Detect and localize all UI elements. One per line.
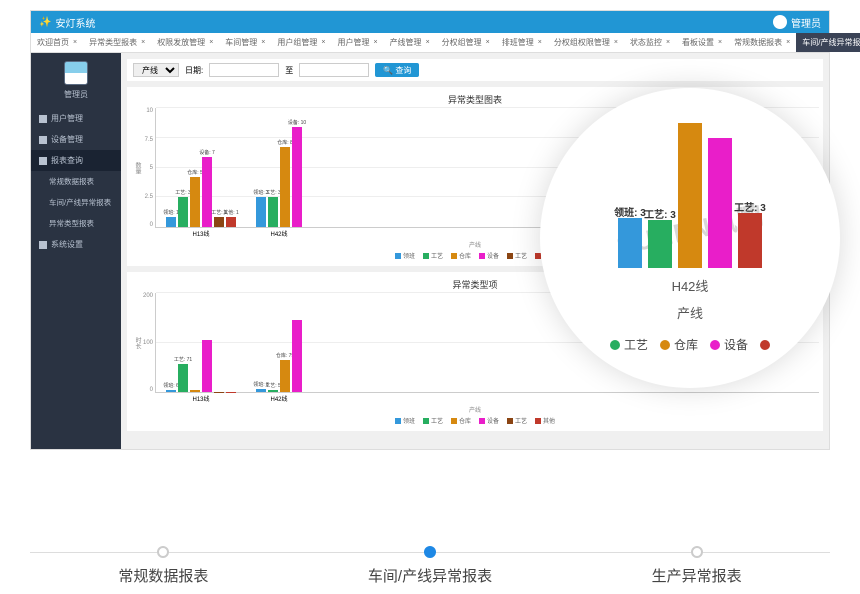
step-label-0: 常规数据报表 xyxy=(30,565,297,586)
bar xyxy=(202,340,212,392)
bar: 工艺: 71 xyxy=(178,364,188,392)
type-select[interactable]: 产线 xyxy=(133,63,179,77)
step-dot-0[interactable] xyxy=(157,546,169,558)
bar: 工艺: 1 xyxy=(214,217,224,227)
bar xyxy=(190,390,200,392)
period-label: 日期: xyxy=(185,65,203,76)
filter-bar: 产线 日期: 至 🔍 查询 xyxy=(127,59,823,81)
bar: 仓库: 79 xyxy=(280,360,290,392)
bar xyxy=(292,320,302,392)
tab-11[interactable]: 看板设置 × xyxy=(676,33,728,52)
sidebar-item-0[interactable]: 用户管理 xyxy=(31,108,121,129)
bar: 领班: 3 xyxy=(256,197,266,227)
avatar-icon xyxy=(773,15,787,29)
username: 管理员 xyxy=(791,15,821,30)
magnifier-overlay: SUNPN讯鹏 领班: 3工艺: 3工艺: 3 H42线 产线 工艺仓库设备 xyxy=(540,88,840,388)
bar: 领班: 8 xyxy=(256,389,266,392)
mag-bar xyxy=(678,123,702,268)
tab-4[interactable]: 用户组管理 × xyxy=(271,33,331,52)
profile-name: 管理员 xyxy=(39,89,113,100)
bar: 工艺: 3 xyxy=(268,197,278,227)
sidebar-item-1[interactable]: 设备管理 xyxy=(31,129,121,150)
menu-icon xyxy=(39,136,47,144)
bar: 设备: 10 xyxy=(292,127,302,227)
tab-12[interactable]: 常规数据报表 × xyxy=(728,33,796,52)
tab-0[interactable]: 欢迎首页 × xyxy=(31,33,83,52)
mag-bar xyxy=(708,138,732,268)
sidebar-item-5[interactable]: 异常类型报表 xyxy=(31,213,121,234)
query-button[interactable]: 🔍 查询 xyxy=(375,63,419,77)
profile-box: 管理员 xyxy=(31,53,121,108)
mag-xlabel2: 产线 xyxy=(560,303,820,322)
menu-icon xyxy=(39,115,47,123)
bar: 设备: 7 xyxy=(202,157,212,227)
step-label-1: 车间/产线异常报表 xyxy=(297,565,564,586)
bar: 其他: 1 xyxy=(226,217,236,227)
mag-bar: 工艺: 3 xyxy=(648,220,672,268)
tab-1[interactable]: 异常类型报表 × xyxy=(83,33,151,52)
tab-5[interactable]: 用户管理 × xyxy=(331,33,383,52)
tab-2[interactable]: 权限发放管理 × xyxy=(151,33,219,52)
tab-6[interactable]: 产线管理 × xyxy=(384,33,436,52)
tab-9[interactable]: 分权组权限管理 × xyxy=(548,33,624,52)
bar: 领班: 1 xyxy=(166,217,176,227)
titlebar: ✨安灯系统 管理员 xyxy=(31,11,829,33)
sidebar-item-6[interactable]: 系统设置 xyxy=(31,234,121,255)
tab-3[interactable]: 车间管理 × xyxy=(219,33,271,52)
step-dot-1[interactable] xyxy=(424,546,436,558)
bar: 工艺: 3 xyxy=(178,197,188,227)
bar: 仓库: 5 xyxy=(190,177,200,227)
date-to-input[interactable] xyxy=(299,63,369,77)
tab-10[interactable]: 状态监控 × xyxy=(624,33,676,52)
menu-icon xyxy=(39,157,47,165)
sidebar-item-2[interactable]: 报表查询 xyxy=(31,150,121,171)
sidebar: 管理员 用户管理设备管理报表查询常规数据报表车间/产线异常报表异常类型报表系统设… xyxy=(31,53,121,449)
app-logo: ✨安灯系统 xyxy=(39,15,95,30)
user-area[interactable]: 管理员 xyxy=(773,15,821,30)
bar: 领班: 6 xyxy=(166,390,176,392)
bar: 仓库: 8 xyxy=(280,147,290,227)
tab-13[interactable]: 车间/产线异常报表 × xyxy=(796,33,860,52)
sidebar-item-3[interactable]: 常规数据报表 xyxy=(31,171,121,192)
profile-avatar-icon xyxy=(64,61,88,85)
date-from-input[interactable] xyxy=(209,63,279,77)
mag-xlabel1: H42线 xyxy=(560,276,820,295)
mag-bar: 工艺: 3 xyxy=(738,213,762,268)
tab-8[interactable]: 排班管理 × xyxy=(496,33,548,52)
sidebar-item-4[interactable]: 车间/产线异常报表 xyxy=(31,192,121,213)
step-labels: 常规数据报表 车间/产线异常报表 生产异常报表 xyxy=(30,565,830,586)
stepper xyxy=(30,546,830,558)
app-title: 安灯系统 xyxy=(55,15,95,30)
step-label-2: 生产异常报表 xyxy=(563,565,830,586)
tab-7[interactable]: 分权组管理 × xyxy=(436,33,496,52)
bar: 工艺: 5 xyxy=(268,390,278,392)
step-dot-2[interactable] xyxy=(691,546,703,558)
mag-bar: 领班: 3 xyxy=(618,218,642,268)
menu-icon xyxy=(39,241,47,249)
tabs-bar: 欢迎首页 ×异常类型报表 ×权限发放管理 ×车间管理 ×用户组管理 ×用户管理 … xyxy=(31,33,829,53)
